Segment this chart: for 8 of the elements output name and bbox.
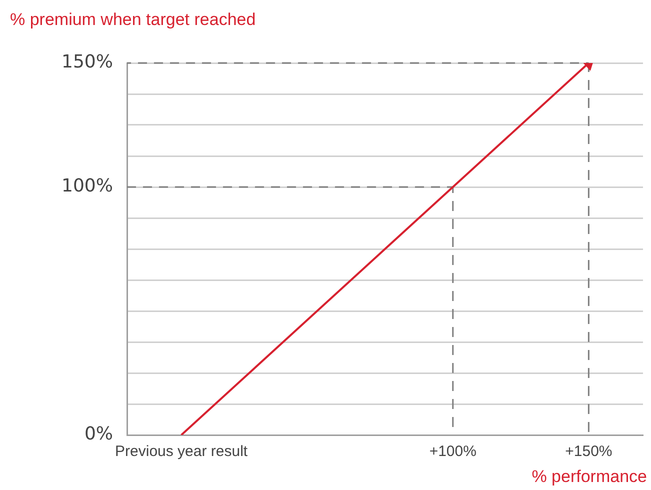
- x-tick-label: +100%: [429, 443, 476, 460]
- y-tick-label: 0%: [84, 424, 113, 445]
- y-tick-label: 150%: [62, 52, 113, 73]
- x-tick-label: +150%: [565, 443, 612, 460]
- x-axis-title: % performance: [532, 467, 647, 487]
- x-tick-label: Previous year result: [115, 443, 248, 460]
- y-axis-title: % premium when target reached: [10, 10, 256, 30]
- y-tick-label: 100%: [62, 176, 113, 197]
